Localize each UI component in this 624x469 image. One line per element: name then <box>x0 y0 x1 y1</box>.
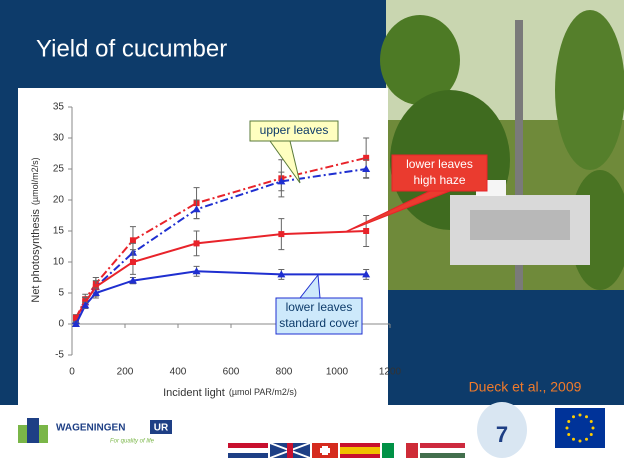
logo-tagline: For quality of life <box>110 439 155 445</box>
x-tick-label: 400 <box>170 367 187 378</box>
x-axis-label-text: Incident light <box>163 387 225 399</box>
y-tick-label: 20 <box>53 195 65 206</box>
eu-star <box>590 433 593 436</box>
x-axis-label-unit: (µmol PAR/m2/s) <box>229 387 297 397</box>
eu-star <box>592 427 595 430</box>
svg-text:7: 7 <box>496 422 508 447</box>
eu-star <box>567 433 570 436</box>
logo-name: WAGENINGEN <box>56 423 125 434</box>
x-tick-label: 1200 <box>379 367 402 378</box>
x-axis-label: Incident light (µmol PAR/m2/s) <box>163 387 297 399</box>
annotation: high haze <box>413 173 465 187</box>
marker <box>130 259 136 265</box>
y-tick-label: 15 <box>53 226 65 237</box>
eu-star <box>585 415 588 418</box>
eu-star <box>567 420 570 423</box>
marker <box>130 237 136 243</box>
marker <box>363 228 369 234</box>
x-tick-label: 200 <box>117 367 134 378</box>
y-tick-label: 0 <box>58 319 64 330</box>
page: {"slide":{"title":"Yield of cucumber","c… <box>0 0 624 464</box>
logo-suffix: UR <box>154 423 169 434</box>
annotation: lower leaves <box>286 300 353 314</box>
marker <box>278 231 284 237</box>
y-tick-label: 25 <box>53 164 65 175</box>
y-axis-label: Net photosynthesis (µmol/m2/s) <box>30 157 42 302</box>
x-tick-label: 0 <box>69 367 75 378</box>
y-tick-label: 5 <box>58 288 64 299</box>
slide-title: Yield of cucumber <box>36 35 227 62</box>
annotation: standard cover <box>279 316 358 330</box>
eu-star <box>579 440 582 443</box>
eu-star <box>590 420 593 423</box>
annotation: lower leaves <box>406 157 473 171</box>
y-axis-label-unit: (µmol/m2/s) <box>30 157 40 205</box>
y-tick-label: -5 <box>55 350 64 361</box>
slide: Yield of cucumber Dueck et al., 2009 WAG… <box>0 0 624 464</box>
credit: Dueck et al., 2009 <box>469 379 582 395</box>
logo-mark <box>27 418 39 443</box>
x-tick-label: 600 <box>223 367 240 378</box>
eu-star <box>572 438 575 441</box>
y-tick-label: 35 <box>53 102 65 113</box>
eu-star <box>579 414 582 417</box>
photo <box>380 0 624 290</box>
marker <box>194 240 200 246</box>
eu-star <box>566 427 569 430</box>
y-axis-label-text: Net photosynthesis <box>30 209 42 303</box>
y-tick-label: 30 <box>53 133 65 144</box>
eu-star <box>572 415 575 418</box>
y-tick-label: 10 <box>53 257 65 268</box>
annotation: upper leaves <box>260 123 329 137</box>
x-tick-label: 800 <box>276 367 293 378</box>
x-tick-label: 1000 <box>326 367 349 378</box>
eu-star <box>585 438 588 441</box>
